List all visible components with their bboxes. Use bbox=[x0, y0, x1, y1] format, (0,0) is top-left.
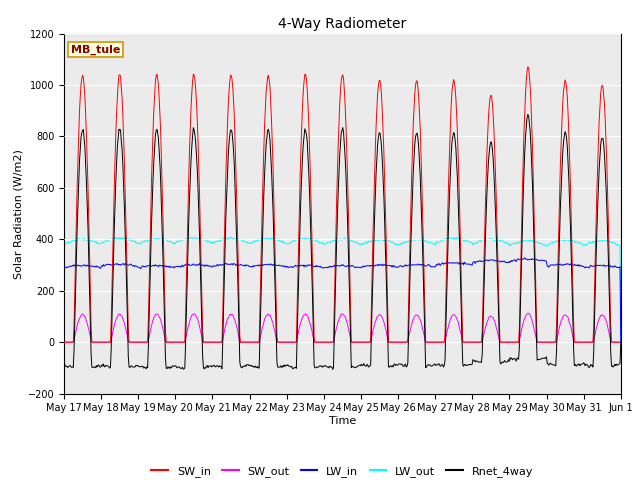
LW_in bbox=[214, 262, 221, 267]
Line: SW_out: SW_out bbox=[64, 313, 621, 342]
Title: 4-Way Radiometer: 4-Way Radiometer bbox=[278, 17, 406, 31]
LW_out bbox=[428, 240, 435, 246]
LW_in bbox=[60, 264, 68, 270]
SW_in bbox=[127, 339, 135, 345]
Line: Rnet_4way: Rnet_4way bbox=[64, 114, 621, 369]
Rnet_4way bbox=[428, 363, 435, 369]
Y-axis label: Solar Radiation (W/m2): Solar Radiation (W/m2) bbox=[13, 149, 24, 278]
SW_in bbox=[410, 105, 418, 111]
SW_in bbox=[524, 64, 532, 70]
SW_out bbox=[524, 311, 532, 316]
SW_out bbox=[214, 339, 221, 345]
LW_in bbox=[410, 262, 418, 268]
SW_out bbox=[60, 339, 68, 345]
Line: LW_out: LW_out bbox=[64, 237, 621, 342]
SW_in bbox=[60, 339, 68, 345]
LW_out bbox=[60, 241, 68, 247]
LW_out bbox=[214, 238, 221, 244]
Rnet_4way bbox=[127, 363, 135, 369]
LW_out bbox=[127, 238, 135, 244]
Rnet_4way bbox=[214, 363, 221, 369]
LW_out bbox=[411, 237, 419, 243]
LW_in bbox=[70, 262, 78, 267]
SW_out bbox=[617, 339, 625, 345]
LW_in bbox=[127, 262, 135, 267]
Rnet_4way bbox=[60, 362, 68, 368]
Line: LW_in: LW_in bbox=[64, 258, 621, 342]
LW_out bbox=[227, 234, 235, 240]
SW_out bbox=[70, 338, 78, 344]
Rnet_4way bbox=[329, 366, 337, 372]
Rnet_4way bbox=[184, 250, 192, 256]
Rnet_4way bbox=[524, 111, 532, 117]
LW_out bbox=[617, 339, 625, 345]
LW_out bbox=[184, 236, 192, 242]
X-axis label: Time: Time bbox=[329, 416, 356, 426]
Text: MB_tule: MB_tule bbox=[70, 44, 120, 55]
LW_out bbox=[70, 238, 78, 244]
Rnet_4way bbox=[617, 339, 625, 345]
SW_out bbox=[410, 315, 418, 321]
Rnet_4way bbox=[70, 347, 78, 353]
Line: SW_in: SW_in bbox=[64, 67, 621, 342]
LW_in bbox=[426, 263, 434, 269]
SW_in bbox=[184, 210, 192, 216]
LW_in bbox=[617, 339, 625, 345]
SW_out bbox=[426, 339, 434, 345]
SW_in bbox=[617, 339, 625, 345]
LW_in bbox=[184, 262, 192, 268]
Legend: SW_in, SW_out, LW_in, LW_out, Rnet_4way: SW_in, SW_out, LW_in, LW_out, Rnet_4way bbox=[147, 462, 538, 480]
Rnet_4way bbox=[411, 141, 419, 147]
SW_in bbox=[426, 339, 434, 345]
SW_out bbox=[127, 339, 135, 345]
SW_in bbox=[70, 322, 78, 327]
SW_out bbox=[184, 324, 192, 330]
LW_in bbox=[521, 255, 529, 261]
SW_in bbox=[214, 339, 221, 345]
